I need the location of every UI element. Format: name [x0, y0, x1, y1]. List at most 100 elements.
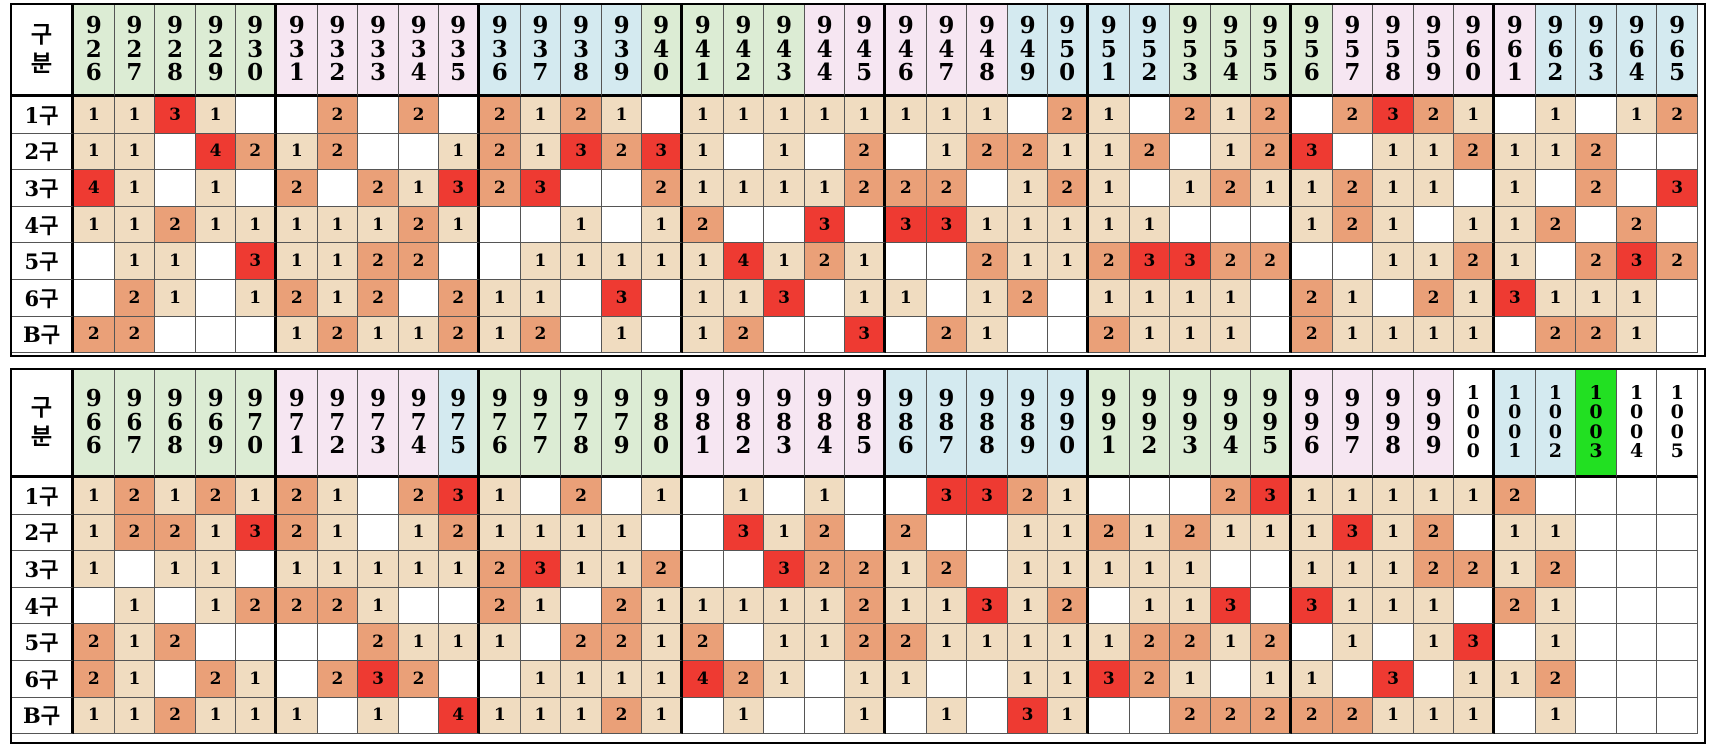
table-cell: 3	[1210, 587, 1252, 625]
table-cell: 1	[195, 97, 237, 134]
table-cell: 1	[1048, 514, 1089, 552]
table-cell	[642, 97, 683, 134]
table-cell: 1	[195, 514, 237, 552]
table-cell: 3	[723, 514, 765, 552]
table-cell	[561, 280, 602, 317]
table-cell	[886, 243, 927, 280]
column-header-digit: 9	[1262, 385, 1279, 413]
table-cell: 1	[1535, 97, 1577, 134]
table-cell: 1	[886, 587, 927, 625]
column-header-digit: 3	[450, 35, 467, 63]
table-cell: 2	[1170, 697, 1211, 735]
table-cell: 1	[1454, 97, 1495, 134]
table-cell: 2	[683, 206, 724, 244]
table-cell: 1	[114, 587, 156, 625]
table-cell	[764, 206, 805, 244]
table-cell: 1	[195, 206, 237, 244]
table-cell: 1	[845, 280, 886, 317]
table-cell	[1292, 243, 1333, 280]
table-cell	[1657, 133, 1698, 171]
corner-label-part: 구	[30, 20, 53, 48]
column-header-digit: 5	[1059, 35, 1076, 63]
table-cell: 3	[561, 133, 602, 171]
table-cell: 1	[926, 697, 968, 735]
column-header-digit: 9	[1019, 432, 1036, 460]
table-cell: 1	[804, 478, 846, 515]
column-header-digit: 9	[897, 385, 914, 413]
column-header-digit: 5	[1222, 35, 1239, 63]
column-header-digit: 0	[1466, 420, 1480, 443]
table-cell: 1	[439, 551, 480, 588]
column-header-digit: 2	[1141, 59, 1158, 87]
table-cell: 1	[317, 280, 359, 317]
table-cell: 2	[1048, 587, 1089, 625]
table-cell: 1	[1332, 280, 1374, 317]
table-cell	[358, 133, 399, 171]
table-cell: 1	[74, 551, 115, 588]
table-cell	[1129, 170, 1171, 207]
table-cell: 1	[155, 243, 196, 280]
table-cell: 1	[277, 206, 318, 244]
table-cell: 1	[1007, 514, 1049, 552]
table-cell: 1	[1129, 316, 1171, 354]
table-cell: 3	[967, 587, 1008, 625]
table-cell	[439, 587, 480, 625]
table-cell: 1	[1170, 661, 1211, 698]
table-cell: 2	[1251, 133, 1292, 171]
table-cell	[1576, 97, 1617, 134]
table-cell: 1	[358, 316, 399, 354]
table-cell: 3	[804, 206, 846, 244]
table-cell: 2	[195, 478, 237, 515]
table-cell: 2	[1535, 551, 1577, 588]
column-header-digit: 9	[410, 385, 427, 413]
table-cell: 1	[236, 206, 277, 244]
column-header-digit: 6	[126, 408, 143, 436]
table-cell: 2	[1454, 133, 1495, 171]
table-cell	[1129, 97, 1171, 134]
row-label: 1구	[12, 478, 74, 515]
table-cell: 2	[967, 133, 1008, 171]
table-cell: 2	[74, 316, 115, 354]
table-cell: 1	[967, 624, 1008, 661]
column-header-digit: 9	[491, 12, 508, 40]
table-cell: 1	[520, 587, 562, 625]
table-cell: 3	[1292, 587, 1333, 625]
table-cell: 1	[601, 316, 643, 354]
column-header-digit: 9	[1262, 12, 1279, 40]
table-cell: 2	[1413, 280, 1455, 317]
column-header-digit: 1	[1548, 381, 1562, 404]
table-cell	[683, 551, 724, 588]
table-cell: 4	[74, 170, 115, 207]
table-cell: 1	[1210, 514, 1252, 552]
column-header-digit: 5	[450, 59, 467, 87]
table-cell	[1616, 514, 1658, 552]
table-cell: 1	[195, 551, 237, 588]
corner-label-part: 분	[30, 49, 53, 77]
table-cell: 1	[114, 97, 156, 134]
table-cell	[1576, 551, 1617, 588]
table-cell: 2	[277, 280, 318, 317]
table-cell: 1	[764, 97, 805, 134]
column-header-digit: 9	[207, 59, 224, 87]
table-cell: 1	[1089, 551, 1130, 588]
column-header-digit: 8	[856, 408, 873, 436]
table-cell: 2	[1210, 697, 1252, 735]
table-cell: 2	[1170, 97, 1211, 134]
table-cell	[1251, 587, 1292, 625]
column-header-digit: 0	[1508, 420, 1522, 443]
table-cell: 1	[398, 316, 440, 354]
